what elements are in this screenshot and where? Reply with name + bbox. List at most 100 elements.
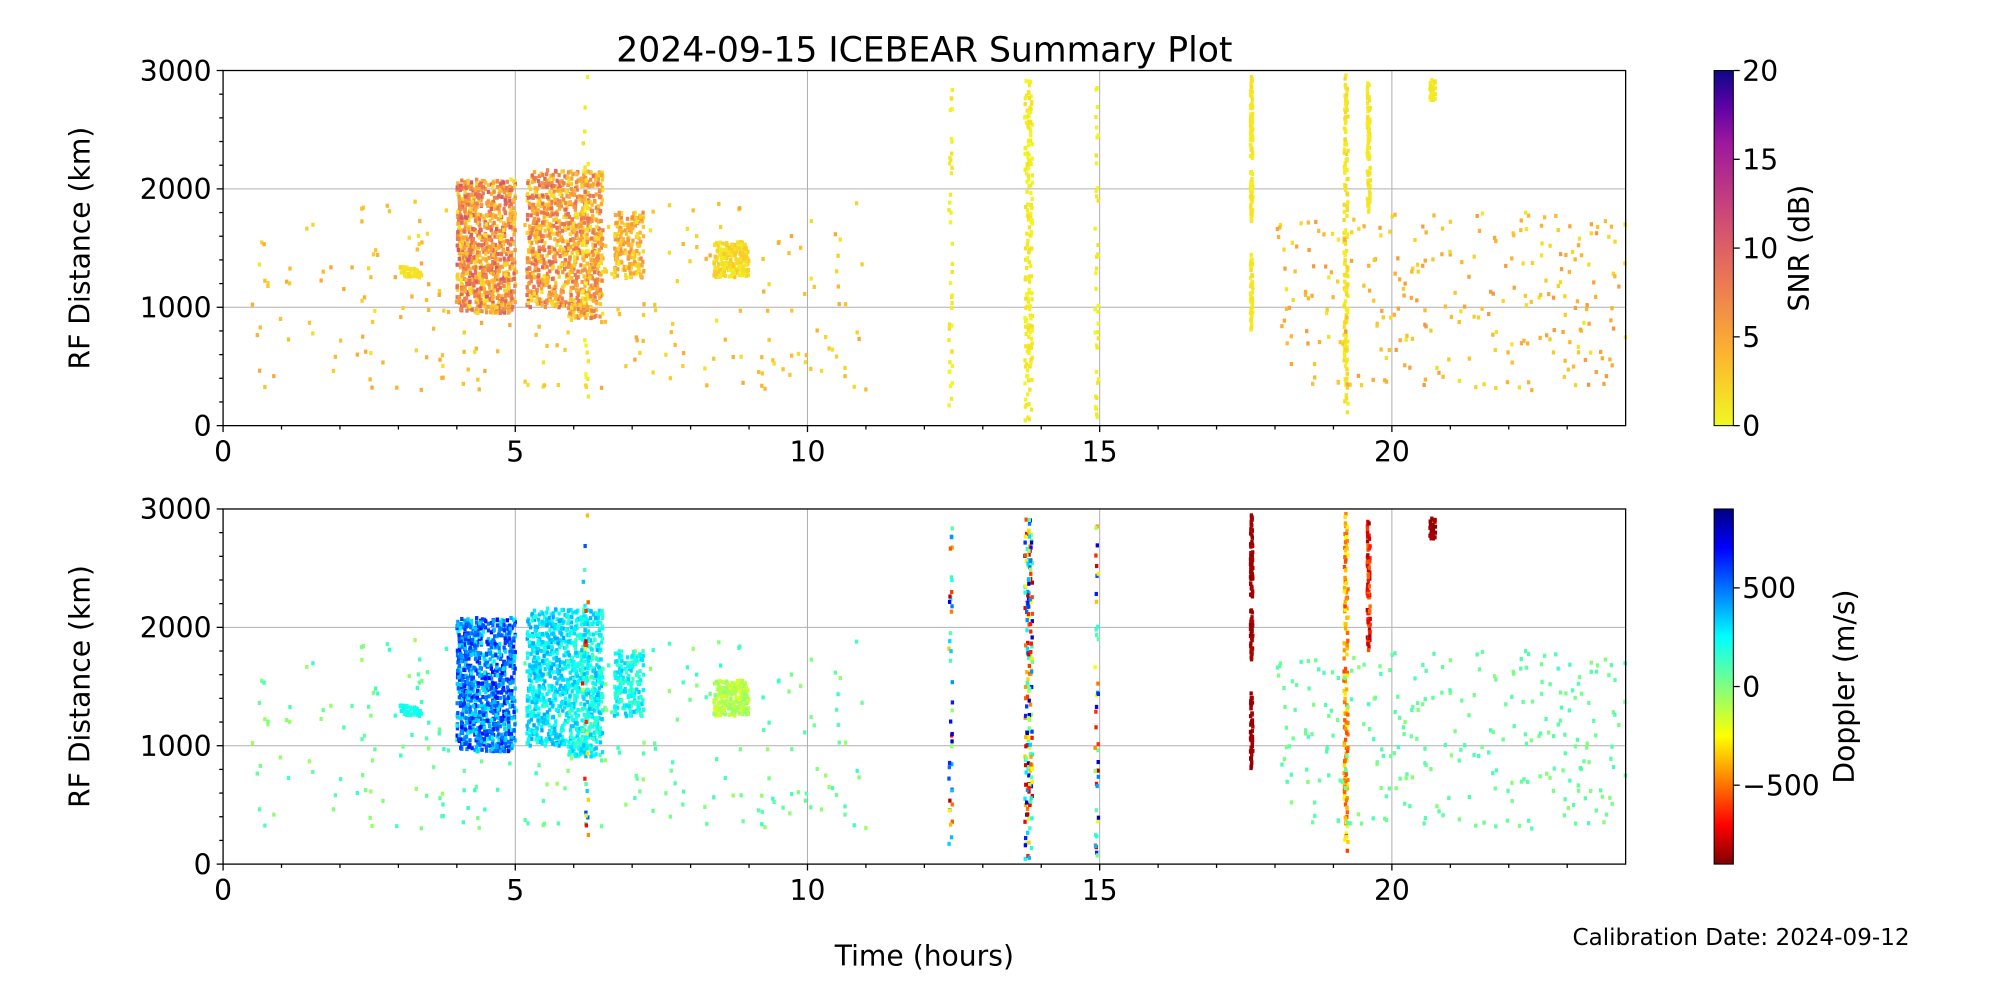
- data-point: [508, 663, 512, 668]
- data-point: [507, 716, 511, 721]
- data-point: [503, 661, 508, 666]
- data-point: [483, 368, 487, 374]
- data-point: [557, 305, 561, 310]
- data-point: [568, 232, 572, 237]
- data-point: [338, 777, 343, 782]
- data-point: [478, 259, 482, 264]
- data-point: [425, 793, 429, 798]
- data-point: [1249, 106, 1253, 111]
- data-point: [484, 729, 488, 734]
- data-point: [767, 282, 771, 287]
- data-point: [1291, 297, 1295, 303]
- data-point: [833, 232, 838, 237]
- data-point: [545, 672, 549, 677]
- data-point: [730, 270, 735, 275]
- data-point: [949, 171, 954, 176]
- data-point: [484, 306, 488, 311]
- data-point: [1342, 217, 1346, 223]
- data-point: [635, 232, 640, 237]
- data-point: [601, 228, 605, 233]
- data-point: [653, 308, 658, 313]
- data-point: [457, 198, 461, 203]
- data-point: [498, 285, 502, 290]
- data-point: [739, 793, 743, 798]
- data-point: [557, 274, 561, 279]
- data-point: [455, 648, 460, 653]
- data-point: [1023, 418, 1027, 423]
- data-point: [485, 680, 489, 685]
- data-point: [712, 356, 716, 361]
- data-point: [553, 197, 558, 203]
- data-point: [1096, 309, 1100, 314]
- data-point: [1030, 196, 1034, 202]
- data-point: [556, 821, 560, 826]
- data-point: [582, 198, 587, 203]
- data-point: [595, 277, 600, 282]
- data-point: [596, 236, 600, 241]
- data-point: [597, 292, 601, 297]
- data-point: [542, 383, 547, 388]
- data-point: [1577, 236, 1582, 241]
- data-point: [479, 724, 483, 729]
- data-point: [466, 634, 470, 639]
- data-point: [507, 290, 512, 295]
- data-point: [543, 240, 547, 245]
- data-point: [742, 256, 747, 261]
- data-point: [566, 330, 570, 335]
- data-point: [496, 655, 500, 660]
- data-point: [266, 719, 270, 724]
- data-point: [744, 268, 749, 273]
- data-point: [478, 735, 482, 740]
- data-point: [570, 244, 575, 249]
- data-point: [600, 320, 604, 325]
- data-point: [487, 244, 492, 249]
- data-point: [1573, 383, 1578, 388]
- data-point: [623, 228, 627, 233]
- data-point: [479, 704, 483, 709]
- data-point: [1026, 119, 1031, 124]
- data-point: [574, 233, 578, 238]
- data-point: [419, 826, 423, 831]
- data-point: [511, 179, 516, 184]
- data-point: [860, 700, 864, 705]
- data-point: [417, 274, 422, 279]
- data-point: [1094, 369, 1099, 374]
- data-point: [579, 224, 583, 229]
- data-point: [489, 191, 494, 196]
- data-point: [535, 240, 539, 245]
- data-point: [1366, 133, 1370, 138]
- data-point: [511, 696, 516, 701]
- data-point: [507, 728, 512, 733]
- data-point: [285, 279, 289, 284]
- data-point: [772, 361, 776, 366]
- data-point: [501, 678, 506, 683]
- data-point: [537, 662, 542, 667]
- data-point: [732, 271, 737, 276]
- data-point: [511, 227, 515, 232]
- data-point: [462, 229, 466, 234]
- data-point: [631, 238, 635, 243]
- data-point: [441, 363, 445, 369]
- data-point: [501, 225, 505, 230]
- data-point: [540, 277, 544, 282]
- data-point: [1595, 224, 1600, 229]
- data-point: [555, 617, 559, 622]
- data-point: [581, 194, 585, 199]
- data-point: [1027, 166, 1031, 171]
- data-point: [572, 246, 576, 251]
- data-point: [948, 156, 952, 161]
- data-point: [506, 217, 510, 222]
- data-point: [456, 715, 460, 720]
- data-point: [547, 683, 551, 688]
- data-point: [472, 665, 476, 670]
- data-point: [471, 688, 475, 693]
- data-point: [471, 272, 475, 278]
- data-point: [579, 269, 583, 274]
- data-point: [513, 698, 517, 703]
- data-point: [488, 657, 492, 662]
- data-point: [456, 272, 460, 277]
- data-point: [481, 629, 485, 634]
- data-point: [456, 671, 460, 677]
- data-point: [597, 211, 602, 216]
- data-point: [585, 350, 589, 355]
